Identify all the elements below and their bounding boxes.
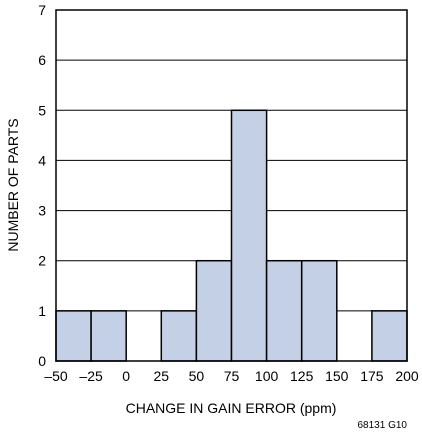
x-tick-label: 200 bbox=[395, 368, 419, 384]
x-tick-label: 175 bbox=[360, 368, 384, 384]
histogram-bars bbox=[55, 109, 408, 362]
y-tick-label: 4 bbox=[38, 152, 46, 168]
bar-bin-0 bbox=[55, 310, 92, 362]
y-tick-label: 7 bbox=[38, 2, 46, 18]
y-axis-ticks: 0 1 2 3 4 5 6 7 bbox=[38, 2, 46, 369]
bar-bin-1 bbox=[90, 310, 127, 362]
x-tick-label: 0 bbox=[122, 368, 130, 384]
bar-bin-3 bbox=[160, 310, 198, 362]
x-tick-label: –25 bbox=[79, 368, 103, 384]
bar-bin-7 bbox=[300, 259, 338, 362]
x-axis-label: CHANGE IN GAIN ERROR (ppm) bbox=[126, 400, 337, 416]
bar-bin-5 bbox=[230, 109, 268, 362]
x-tick-label: 150 bbox=[325, 368, 349, 384]
bar-bin-9 bbox=[371, 310, 408, 362]
y-tick-label: 1 bbox=[38, 303, 46, 319]
figure-code: 68131 G10 bbox=[358, 420, 408, 431]
x-tick-label: 100 bbox=[255, 368, 279, 384]
y-tick-label: 3 bbox=[38, 203, 46, 219]
x-tick-label: 125 bbox=[290, 368, 314, 384]
bar-bin-4 bbox=[195, 259, 233, 362]
y-tick-label: 2 bbox=[38, 253, 46, 269]
x-tick-label: 50 bbox=[189, 368, 205, 384]
bar-bin-6 bbox=[265, 259, 303, 362]
y-tick-label: 5 bbox=[38, 102, 46, 118]
x-tick-label: 75 bbox=[224, 368, 240, 384]
x-axis-ticks: –50 –25 0 25 50 75 100 125 150 175 200 bbox=[44, 368, 419, 384]
y-axis-label: NUMBER OF PARTS bbox=[5, 118, 21, 251]
x-tick-label: –50 bbox=[44, 368, 68, 384]
plot-frame bbox=[55, 9, 408, 362]
y-tick-label: 6 bbox=[38, 52, 46, 68]
y-tick-label: 0 bbox=[38, 353, 46, 369]
x-tick-label: 25 bbox=[154, 368, 170, 384]
